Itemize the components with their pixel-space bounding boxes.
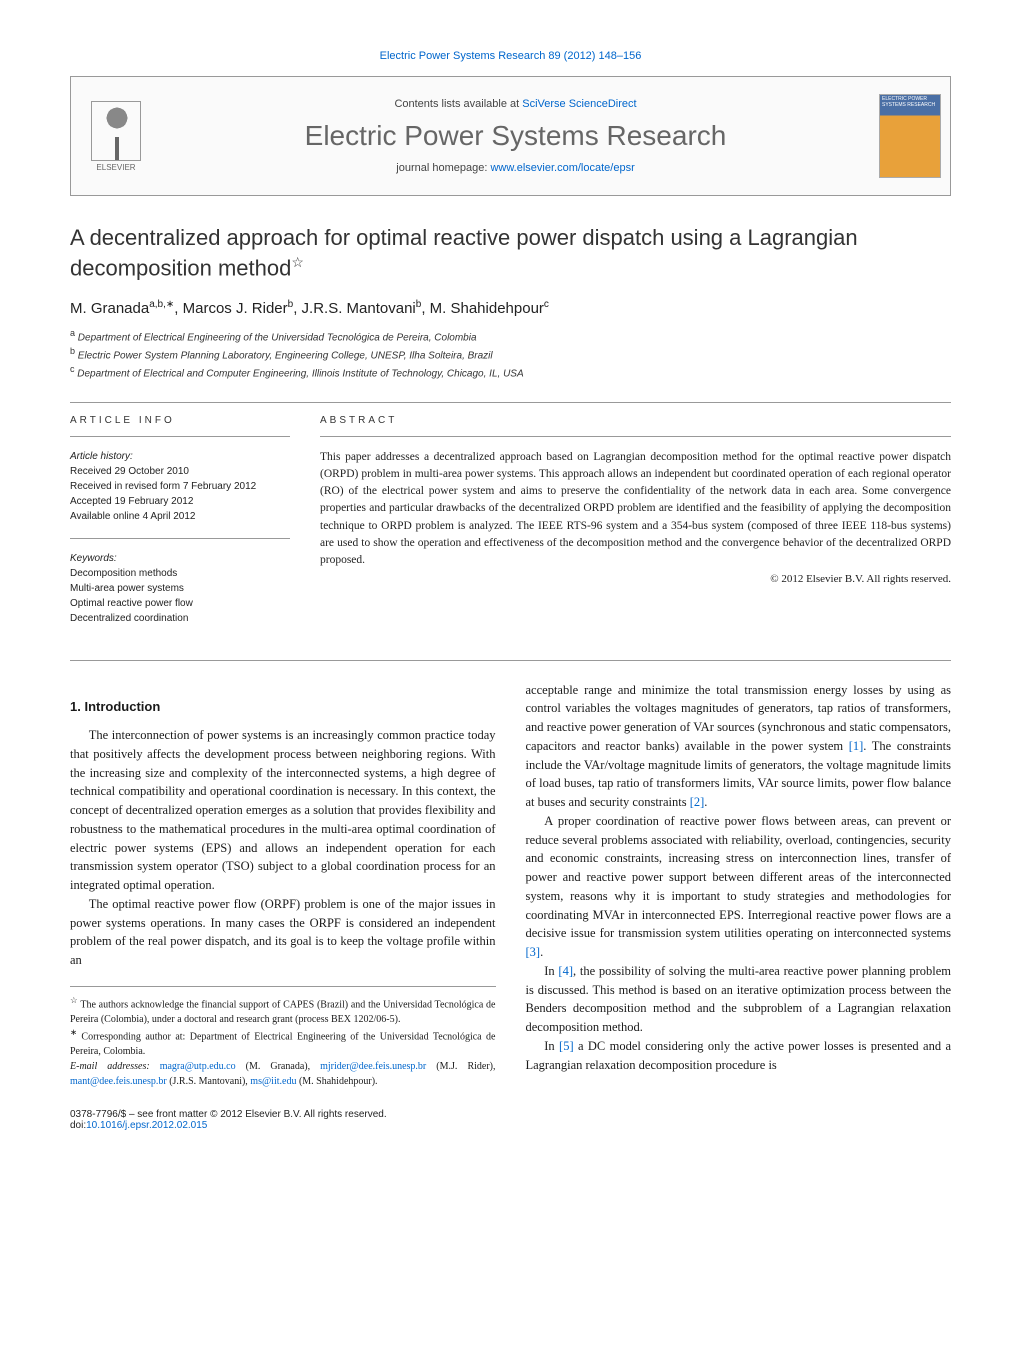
keyword-item: Optimal reactive power flow	[70, 596, 290, 611]
email-who: (M. Granada),	[236, 1061, 321, 1072]
email-link[interactable]: magra@utp.edu.co	[160, 1061, 236, 1072]
email-link[interactable]: mjrider@dee.feis.unesp.br	[320, 1061, 426, 1072]
title-footnote-mark: ☆	[291, 254, 304, 270]
body-text: In	[544, 1039, 559, 1053]
keywords-heading: Keywords:	[70, 551, 290, 566]
footnotes-block: ☆ The authors acknowledge the financial …	[70, 986, 496, 1090]
divider	[70, 538, 290, 539]
elsevier-tree-icon	[91, 101, 141, 161]
doi-link[interactable]: 10.1016/j.epsr.2012.02.015	[86, 1120, 207, 1131]
divider	[70, 402, 951, 403]
keywords-block: Keywords: Decomposition methodsMulti-are…	[70, 551, 290, 626]
body-text: The optimal reactive power flow (ORPF) p…	[70, 897, 496, 967]
abstract-label: abstract	[320, 415, 951, 426]
keyword-item: Decentralized coordination	[70, 611, 290, 626]
footnote-text: The authors acknowledge the financial su…	[70, 999, 496, 1025]
section-heading-introduction: 1. Introduction	[70, 697, 496, 717]
article-title: A decentralized approach for optimal rea…	[70, 224, 951, 283]
footnote-emails: E-mail addresses: magra@utp.edu.co (M. G…	[70, 1059, 496, 1089]
title-text: A decentralized approach for optimal rea…	[70, 225, 858, 280]
affiliation-line: c Department of Electrical and Computer …	[70, 363, 951, 381]
footnote-mark: ☆	[70, 996, 78, 1005]
elsevier-label: ELSEVIER	[96, 163, 135, 172]
elsevier-logo: ELSEVIER	[81, 91, 151, 181]
body-paragraph: The optimal reactive power flow (ORPF) p…	[70, 895, 496, 970]
affiliation-line: a Department of Electrical Engineering o…	[70, 327, 951, 345]
article-history-heading: Article history:	[70, 449, 290, 464]
ref-link[interactable]: [1]	[849, 739, 864, 753]
info-abstract-row: article info Article history: Received 2…	[70, 415, 951, 640]
body-text: a DC model considering only the active p…	[526, 1039, 952, 1072]
divider	[70, 660, 951, 661]
publisher-logo-area: ELSEVIER	[71, 77, 161, 195]
article-history-block: Article history: Received 29 October 201…	[70, 449, 290, 524]
journal-header-center: Contents lists available at SciVerse Sci…	[161, 77, 870, 195]
article-info-column: article info Article history: Received 2…	[70, 415, 290, 640]
email-label: E-mail addresses:	[70, 1061, 160, 1072]
body-text: In	[544, 964, 558, 978]
abstract-text: This paper addresses a decentralized app…	[320, 449, 951, 570]
article-info-label: article info	[70, 415, 290, 426]
affiliation-line: b Electric Power System Planning Laborat…	[70, 345, 951, 363]
abstract-copyright: © 2012 Elsevier B.V. All rights reserved…	[320, 573, 951, 585]
journal-homepage-link[interactable]: www.elsevier.com/locate/epsr	[490, 162, 634, 174]
history-line: Available online 4 April 2012	[70, 509, 290, 524]
body-two-column: 1. Introduction The interconnection of p…	[70, 681, 951, 1090]
journal-name: Electric Power Systems Research	[305, 120, 727, 152]
keyword-item: Decomposition methods	[70, 566, 290, 581]
author-list: M. Granadaa,b,∗, Marcos J. Riderb, J.R.S…	[70, 299, 951, 317]
body-paragraph: acceptable range and minimize the total …	[526, 681, 952, 812]
history-line: Accepted 19 February 2012	[70, 494, 290, 509]
email-who: (M.J. Rider),	[426, 1061, 495, 1072]
ref-link[interactable]: [2]	[690, 795, 705, 809]
footnote-funding: ☆ The authors acknowledge the financial …	[70, 995, 496, 1027]
top-citation: Electric Power Systems Research 89 (2012…	[70, 50, 951, 62]
ref-link[interactable]: [5]	[559, 1039, 574, 1053]
cover-thumb-area: ELECTRIC POWER SYSTEMS RESEARCH	[870, 77, 950, 195]
body-paragraph: In [4], the possibility of solving the m…	[526, 962, 952, 1037]
body-paragraph: A proper coordination of reactive power …	[526, 812, 952, 962]
homepage-line: journal homepage: www.elsevier.com/locat…	[396, 162, 634, 174]
doi-block: 0378-7796/$ – see front matter © 2012 El…	[70, 1109, 951, 1131]
abstract-column: abstract This paper addresses a decentra…	[320, 415, 951, 640]
footnote-corresponding: ∗ Corresponding author at: Department of…	[70, 1027, 496, 1059]
sciencedirect-link[interactable]: SciVerse ScienceDirect	[522, 98, 636, 110]
contents-prefix: Contents lists available at	[394, 98, 522, 110]
ref-link[interactable]: [3]	[526, 945, 541, 959]
ref-link[interactable]: [4]	[558, 964, 573, 978]
journal-cover-thumb: ELECTRIC POWER SYSTEMS RESEARCH	[879, 94, 941, 178]
doi-prefix: doi:	[70, 1120, 86, 1131]
body-paragraph: In [5] a DC model considering only the a…	[526, 1037, 952, 1075]
keyword-item: Multi-area power systems	[70, 581, 290, 596]
body-paragraph: The interconnection of power systems is …	[70, 726, 496, 895]
email-link[interactable]: ms@iit.edu	[250, 1076, 296, 1087]
page: Electric Power Systems Research 89 (2012…	[0, 0, 1021, 1171]
divider	[70, 436, 290, 437]
divider	[320, 436, 951, 437]
history-line: Received 29 October 2010	[70, 464, 290, 479]
homepage-prefix: journal homepage:	[396, 162, 490, 174]
email-who: (J.R.S. Mantovani),	[167, 1076, 251, 1087]
journal-header: ELSEVIER Contents lists available at Sci…	[70, 76, 951, 196]
body-text: A proper coordination of reactive power …	[526, 814, 952, 941]
affiliations: a Department of Electrical Engineering o…	[70, 327, 951, 382]
footnote-mark: ∗	[70, 1028, 77, 1037]
footnote-text: Corresponding author at: Department of E…	[70, 1031, 496, 1057]
email-link[interactable]: mant@dee.feis.unesp.br	[70, 1076, 167, 1087]
email-who: (M. Shahidehpour).	[296, 1076, 377, 1087]
body-text: , the possibility of solving the multi-a…	[526, 964, 952, 1034]
history-line: Received in revised form 7 February 2012	[70, 479, 290, 494]
contents-available-line: Contents lists available at SciVerse Sci…	[394, 98, 636, 110]
cover-thumb-text: ELECTRIC POWER SYSTEMS RESEARCH	[882, 97, 938, 108]
front-matter-line: 0378-7796/$ – see front matter © 2012 El…	[70, 1109, 951, 1120]
